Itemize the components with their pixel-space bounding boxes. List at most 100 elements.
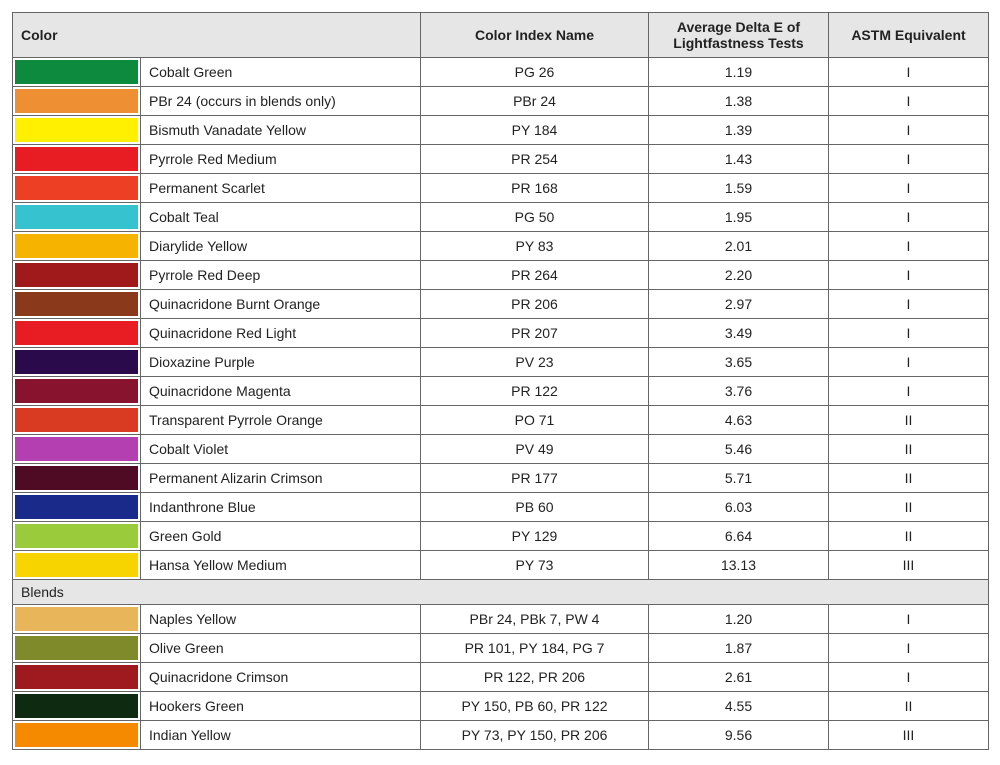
color-swatch: [15, 636, 138, 660]
astm-equivalent: I: [829, 605, 989, 634]
astm-equivalent: I: [829, 663, 989, 692]
table-row: Permanent ScarletPR 1681.59I: [13, 174, 989, 203]
swatch-cell: [13, 435, 141, 464]
swatch-cell: [13, 663, 141, 692]
table-row: Diarylide YellowPY 832.01I: [13, 232, 989, 261]
astm-equivalent: II: [829, 435, 989, 464]
swatch-cell: [13, 174, 141, 203]
swatch-cell: [13, 406, 141, 435]
table-row: Quinacridone MagentaPR 1223.76I: [13, 377, 989, 406]
color-index: PY 73, PY 150, PR 206: [421, 721, 649, 750]
swatch-cell: [13, 319, 141, 348]
color-swatch: [15, 723, 138, 747]
delta-e: 1.59: [649, 174, 829, 203]
color-name: Hookers Green: [141, 692, 421, 721]
color-name: Pyrrole Red Deep: [141, 261, 421, 290]
astm-equivalent: I: [829, 145, 989, 174]
table-row: Bismuth Vanadate YellowPY 1841.39I: [13, 116, 989, 145]
color-swatch: [15, 665, 138, 689]
table-row: Quinacridone Burnt OrangePR 2062.97I: [13, 290, 989, 319]
color-index: PG 26: [421, 58, 649, 87]
color-name: Diarylide Yellow: [141, 232, 421, 261]
swatch-cell: [13, 87, 141, 116]
table-row: Hookers GreenPY 150, PB 60, PR 1224.55II: [13, 692, 989, 721]
table-row: Indian YellowPY 73, PY 150, PR 2069.56II…: [13, 721, 989, 750]
astm-equivalent: I: [829, 261, 989, 290]
astm-equivalent: I: [829, 58, 989, 87]
color-index: PR 264: [421, 261, 649, 290]
table-row: Cobalt GreenPG 261.19I: [13, 58, 989, 87]
table-row: Quinacridone CrimsonPR 122, PR 2062.61I: [13, 663, 989, 692]
delta-e: 1.19: [649, 58, 829, 87]
astm-equivalent: I: [829, 377, 989, 406]
color-swatch: [15, 553, 138, 577]
delta-e: 3.65: [649, 348, 829, 377]
table-row: Pyrrole Red MediumPR 2541.43I: [13, 145, 989, 174]
color-name: Quinacridone Magenta: [141, 377, 421, 406]
astm-equivalent: I: [829, 203, 989, 232]
delta-e: 1.39: [649, 116, 829, 145]
header-color: Color: [13, 13, 421, 58]
color-index: PY 184: [421, 116, 649, 145]
astm-equivalent: I: [829, 174, 989, 203]
astm-equivalent: I: [829, 319, 989, 348]
delta-e: 2.01: [649, 232, 829, 261]
delta-e: 6.03: [649, 493, 829, 522]
swatch-cell: [13, 290, 141, 319]
table-row: Quinacridone Red LightPR 2073.49I: [13, 319, 989, 348]
table-header-row: Color Color Index Name Average Delta E o…: [13, 13, 989, 58]
astm-equivalent: II: [829, 692, 989, 721]
astm-equivalent: I: [829, 116, 989, 145]
delta-e: 1.87: [649, 634, 829, 663]
swatch-cell: [13, 261, 141, 290]
color-name: Indanthrone Blue: [141, 493, 421, 522]
delta-e: 4.55: [649, 692, 829, 721]
color-index: PR 122: [421, 377, 649, 406]
header-delta: Average Delta E of Lightfastness Tests: [649, 13, 829, 58]
color-swatch: [15, 408, 138, 432]
color-swatch: [15, 694, 138, 718]
delta-e: 2.97: [649, 290, 829, 319]
color-index: PR 122, PR 206: [421, 663, 649, 692]
color-index: PBr 24, PBk 7, PW 4: [421, 605, 649, 634]
table-row: Naples YellowPBr 24, PBk 7, PW 41.20I: [13, 605, 989, 634]
color-index: PV 23: [421, 348, 649, 377]
color-swatch: [15, 466, 138, 490]
color-index: PR 207: [421, 319, 649, 348]
table-row: Cobalt VioletPV 495.46II: [13, 435, 989, 464]
color-swatch: [15, 263, 138, 287]
color-name: Olive Green: [141, 634, 421, 663]
table-row: Cobalt TealPG 501.95I: [13, 203, 989, 232]
color-swatch: [15, 437, 138, 461]
color-swatch: [15, 176, 138, 200]
swatch-cell: [13, 348, 141, 377]
swatch-cell: [13, 58, 141, 87]
table-row: PBr 24 (occurs in blends only)PBr 241.38…: [13, 87, 989, 116]
swatch-cell: [13, 634, 141, 663]
delta-e: 5.46: [649, 435, 829, 464]
table-row: Hansa Yellow MediumPY 7313.13III: [13, 551, 989, 580]
pigment-table: Color Color Index Name Average Delta E o…: [12, 12, 989, 750]
astm-equivalent: I: [829, 290, 989, 319]
swatch-cell: [13, 721, 141, 750]
delta-e: 3.76: [649, 377, 829, 406]
color-name: Hansa Yellow Medium: [141, 551, 421, 580]
astm-equivalent: III: [829, 551, 989, 580]
delta-e: 5.71: [649, 464, 829, 493]
swatch-cell: [13, 605, 141, 634]
color-swatch: [15, 147, 138, 171]
table-row: Indanthrone BluePB 606.03II: [13, 493, 989, 522]
color-index: PR 101, PY 184, PG 7: [421, 634, 649, 663]
delta-e: 1.20: [649, 605, 829, 634]
table-row: Olive GreenPR 101, PY 184, PG 71.87I: [13, 634, 989, 663]
swatch-cell: [13, 522, 141, 551]
astm-equivalent: I: [829, 87, 989, 116]
astm-equivalent: II: [829, 464, 989, 493]
color-index: PR 168: [421, 174, 649, 203]
color-name: Permanent Alizarin Crimson: [141, 464, 421, 493]
color-index: PG 50: [421, 203, 649, 232]
color-swatch: [15, 524, 138, 548]
swatch-cell: [13, 203, 141, 232]
astm-equivalent: I: [829, 634, 989, 663]
swatch-cell: [13, 116, 141, 145]
